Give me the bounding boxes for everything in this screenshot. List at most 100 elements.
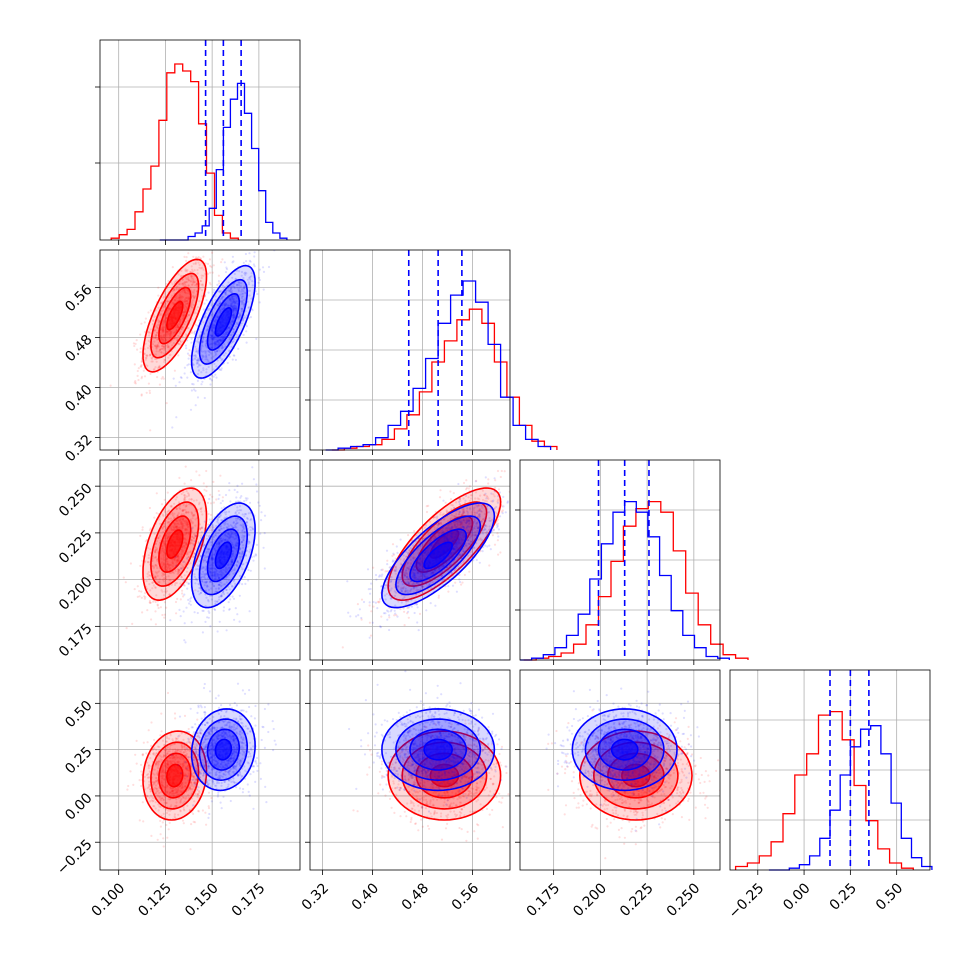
x-tick-label: 0.125	[135, 880, 175, 920]
scatter-panel-3-0	[95, 669, 301, 875]
contour-line-red	[578, 730, 693, 821]
x-tick-label: 0.200	[570, 880, 610, 920]
contour-line-red	[387, 487, 502, 602]
histogram-red	[110, 63, 239, 240]
contour-line-blue	[571, 708, 678, 792]
y-tick-label: 0.200	[56, 574, 96, 614]
contour-line-blue	[423, 541, 454, 570]
contour-fill-blue	[215, 739, 232, 760]
y-tick-label: 0.25	[62, 744, 95, 777]
contour-line-blue	[198, 278, 249, 365]
panel-frame	[99, 249, 301, 451]
contour-line-red	[142, 258, 208, 373]
contour-line-red	[165, 300, 184, 331]
histogram-panel-3	[725, 669, 933, 875]
contour-line-red	[387, 730, 502, 821]
contour-fill-blue	[215, 307, 232, 336]
histogram-red	[331, 308, 558, 451]
scatter-panel-3-2	[515, 669, 721, 875]
x-tick-label: 0.175	[229, 880, 269, 920]
histogram-blue	[768, 725, 933, 871]
contour-fill-blue	[424, 739, 453, 760]
scatter-panel-1-0	[95, 249, 301, 455]
contour-line-blue	[395, 515, 482, 596]
panel-frame	[309, 669, 511, 871]
x-tick-label: 0.40	[349, 880, 382, 913]
y-tick-label: 0.48	[62, 332, 95, 365]
contour-line-blue	[409, 528, 468, 583]
y-tick-label: 0.175	[56, 621, 96, 661]
y-tick-label: 0.40	[62, 382, 95, 415]
y-tick-label: 0.56	[62, 282, 95, 315]
scatter-panel-3-1	[305, 669, 511, 875]
y-tick-label: 0.32	[62, 432, 95, 465]
contour-line-blue	[198, 515, 249, 596]
contour-fill-blue	[215, 542, 232, 569]
x-tick-label: 0.25	[827, 880, 860, 913]
contour-line-blue	[381, 708, 496, 792]
panel-frame	[309, 459, 511, 661]
contour-line-blue	[409, 728, 468, 771]
contour-line-red	[150, 272, 200, 359]
contour-line-red	[158, 286, 192, 345]
contour-line-blue	[610, 738, 639, 761]
contour-line-red	[165, 529, 184, 559]
histogram-blue	[159, 82, 288, 241]
contour-line-blue	[214, 541, 233, 570]
contour-line-blue	[206, 728, 241, 771]
contour-line-blue	[214, 738, 233, 761]
contour-line-red	[158, 752, 192, 799]
histogram-panel-1	[305, 249, 558, 455]
panel-frame	[519, 669, 721, 871]
y-tick-label: 0.225	[56, 527, 96, 567]
x-tick-label: 0.100	[89, 880, 129, 920]
contour-line-red	[165, 763, 184, 788]
contour-line-blue	[381, 502, 496, 609]
contour-line-red	[621, 763, 651, 788]
contour-fill-blue	[611, 739, 638, 760]
contour-line-blue	[206, 528, 241, 583]
contour-line-red	[142, 730, 208, 821]
scatter-panel-2-0	[95, 459, 301, 665]
contour-line-red	[429, 763, 460, 788]
x-tick-label: 0.00	[780, 880, 813, 913]
y-tick-label: 0.250	[56, 481, 96, 521]
y-tick-label: 0.50	[62, 698, 95, 731]
histogram-red	[734, 710, 914, 870]
contour-line-blue	[423, 738, 454, 761]
y-tick-label: −0.25	[54, 837, 96, 879]
histogram-panel-0	[95, 39, 301, 245]
x-tick-label: 0.32	[299, 880, 332, 913]
contour-line-red	[415, 515, 474, 573]
y-tick-label: 0.00	[62, 790, 95, 823]
contour-line-blue	[584, 718, 665, 782]
contour-line-blue	[190, 708, 256, 792]
x-tick-label: 0.225	[617, 880, 657, 920]
contour-line-blue	[597, 728, 652, 771]
x-tick-label: −0.25	[726, 880, 768, 922]
contour-line-red	[150, 501, 200, 587]
contour-line-red	[158, 515, 192, 573]
x-tick-label: 0.250	[664, 880, 704, 920]
contour-line-blue	[395, 718, 482, 782]
panel-frame	[99, 39, 301, 241]
scatter-panel-2-1	[305, 459, 511, 665]
x-tick-label: 0.48	[399, 880, 432, 913]
histogram-red	[523, 500, 749, 661]
contour-line-red	[150, 741, 200, 810]
histogram-panel-2	[515, 459, 749, 665]
contour-line-red	[592, 741, 679, 810]
contour-line-blue	[198, 718, 249, 782]
x-tick-label: 0.56	[449, 880, 482, 913]
contour-line-blue	[190, 502, 256, 609]
panel-frame	[99, 459, 301, 661]
contour-line-blue	[206, 292, 241, 351]
x-tick-label: 0.150	[182, 880, 222, 920]
contour-line-red	[142, 487, 208, 602]
contour-fill-red	[166, 764, 183, 787]
x-tick-label: 0.50	[873, 880, 906, 913]
contour-fill-blue	[424, 542, 453, 569]
panel-frame	[99, 669, 301, 871]
contour-fill-red	[166, 301, 183, 330]
